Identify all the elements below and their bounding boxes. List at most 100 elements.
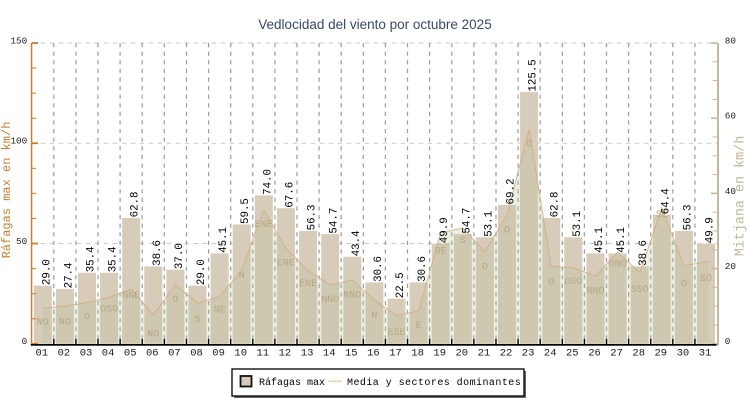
svg-text:ONO: ONO xyxy=(609,259,627,270)
svg-text:O: O xyxy=(526,140,532,151)
svg-text:20: 20 xyxy=(455,347,468,359)
svg-text:NNO: NNO xyxy=(321,295,339,306)
svg-text:50: 50 xyxy=(16,236,27,247)
svg-text:O: O xyxy=(548,278,554,289)
svg-text:07: 07 xyxy=(168,347,181,359)
svg-text:Mitjana en km/h: Mitjana en km/h xyxy=(734,136,749,257)
svg-text:19: 19 xyxy=(433,347,446,359)
svg-text:15: 15 xyxy=(345,347,358,359)
svg-text:NE: NE xyxy=(214,306,226,317)
svg-text:SO: SO xyxy=(700,274,712,285)
svg-text:59.5: 59.5 xyxy=(240,198,252,224)
svg-text:27.4: 27.4 xyxy=(63,262,75,288)
svg-text:62.8: 62.8 xyxy=(130,191,142,217)
svg-text:ESE: ESE xyxy=(387,328,405,339)
svg-text:11: 11 xyxy=(256,347,269,359)
svg-text:54.7: 54.7 xyxy=(329,208,341,234)
svg-text:18: 18 xyxy=(411,347,424,359)
svg-text:09: 09 xyxy=(212,347,225,359)
svg-text:69.2: 69.2 xyxy=(506,179,518,205)
svg-text:06: 06 xyxy=(146,347,159,359)
svg-text:N: N xyxy=(239,271,245,282)
svg-text:30: 30 xyxy=(677,347,690,359)
svg-text:150: 150 xyxy=(10,35,27,46)
svg-text:38.6: 38.6 xyxy=(638,240,650,266)
svg-text:0: 0 xyxy=(725,336,731,347)
svg-text:12: 12 xyxy=(279,347,292,359)
svg-text:29: 29 xyxy=(654,347,667,359)
svg-text:OSO: OSO xyxy=(100,305,118,316)
svg-text:E: E xyxy=(416,321,422,332)
svg-text:74.0: 74.0 xyxy=(262,169,274,195)
svg-text:O: O xyxy=(504,226,510,237)
svg-text:40: 40 xyxy=(725,186,736,197)
svg-text:53.1: 53.1 xyxy=(572,211,584,237)
svg-text:24: 24 xyxy=(544,347,557,359)
svg-text:Ráfagas max en km/h: Ráfagas max en km/h xyxy=(0,122,14,259)
svg-text:0: 0 xyxy=(22,336,28,347)
svg-text:22.5: 22.5 xyxy=(395,272,407,298)
svg-text:125.5: 125.5 xyxy=(528,59,540,91)
svg-text:SSO: SSO xyxy=(631,285,649,296)
svg-text:53.1: 53.1 xyxy=(483,211,495,237)
svg-text:29.0: 29.0 xyxy=(196,259,208,285)
svg-text:05: 05 xyxy=(124,347,137,359)
svg-text:O: O xyxy=(172,295,178,306)
svg-text:O: O xyxy=(84,312,90,323)
svg-text:45.1: 45.1 xyxy=(616,227,628,253)
svg-text:Vedlocidad del viento por octu: Vedlocidad del viento por octubre 2025 xyxy=(258,17,491,32)
svg-text:Media y sectores dominantes: Media y sectores dominantes xyxy=(347,377,521,389)
svg-text:ENE: ENE xyxy=(277,259,295,270)
svg-text:21: 21 xyxy=(478,347,491,359)
svg-text:25: 25 xyxy=(566,347,579,359)
svg-text:20: 20 xyxy=(725,261,736,272)
svg-text:35.4: 35.4 xyxy=(108,246,120,272)
svg-text:100: 100 xyxy=(10,136,27,147)
svg-text:NNO: NNO xyxy=(343,291,361,302)
svg-text:80: 80 xyxy=(725,35,736,46)
svg-text:30.6: 30.6 xyxy=(417,256,429,282)
svg-text:NO: NO xyxy=(147,330,159,341)
svg-text:SE: SE xyxy=(656,210,668,221)
svg-text:60: 60 xyxy=(725,111,736,122)
svg-text:29.0: 29.0 xyxy=(41,259,53,285)
svg-text:NNE: NNE xyxy=(122,291,140,302)
svg-text:45.1: 45.1 xyxy=(218,227,230,253)
svg-text:43.4: 43.4 xyxy=(351,230,363,256)
svg-text:08: 08 xyxy=(190,347,203,359)
svg-text:NNO: NNO xyxy=(586,286,604,297)
svg-text:49.9: 49.9 xyxy=(439,217,451,243)
svg-text:03: 03 xyxy=(80,347,93,359)
svg-text:17: 17 xyxy=(389,347,402,359)
svg-text:26: 26 xyxy=(588,347,601,359)
svg-text:67.6: 67.6 xyxy=(284,182,296,208)
svg-text:62.8: 62.8 xyxy=(550,191,562,217)
svg-text:OSO: OSO xyxy=(564,277,582,288)
svg-text:28: 28 xyxy=(632,347,645,359)
svg-text:64.4: 64.4 xyxy=(660,188,672,214)
svg-text:38.6: 38.6 xyxy=(152,240,164,266)
svg-text:13: 13 xyxy=(301,347,314,359)
svg-text:27: 27 xyxy=(610,347,623,359)
svg-text:01: 01 xyxy=(35,347,48,359)
svg-text:49.9: 49.9 xyxy=(705,217,717,243)
svg-text:35.4: 35.4 xyxy=(86,246,98,272)
svg-text:04: 04 xyxy=(102,347,115,359)
svg-text:ENE: ENE xyxy=(255,220,273,231)
svg-text:54.7: 54.7 xyxy=(461,208,473,234)
svg-text:22: 22 xyxy=(500,347,513,359)
svg-text:ENE: ENE xyxy=(299,279,317,290)
svg-text:37.0: 37.0 xyxy=(174,243,186,269)
svg-text:45.1: 45.1 xyxy=(594,227,606,253)
svg-text:N: N xyxy=(371,311,377,322)
svg-text:56.3: 56.3 xyxy=(307,204,319,230)
svg-text:S: S xyxy=(460,236,466,247)
svg-text:Ráfagas max: Ráfagas max xyxy=(259,377,325,389)
svg-text:56.3: 56.3 xyxy=(682,204,694,230)
svg-text:10: 10 xyxy=(234,347,247,359)
svg-text:23: 23 xyxy=(522,347,535,359)
svg-text:SE: SE xyxy=(435,247,447,258)
svg-text:O: O xyxy=(482,262,488,273)
svg-text:30.6: 30.6 xyxy=(373,256,385,282)
svg-text:31: 31 xyxy=(699,347,712,359)
